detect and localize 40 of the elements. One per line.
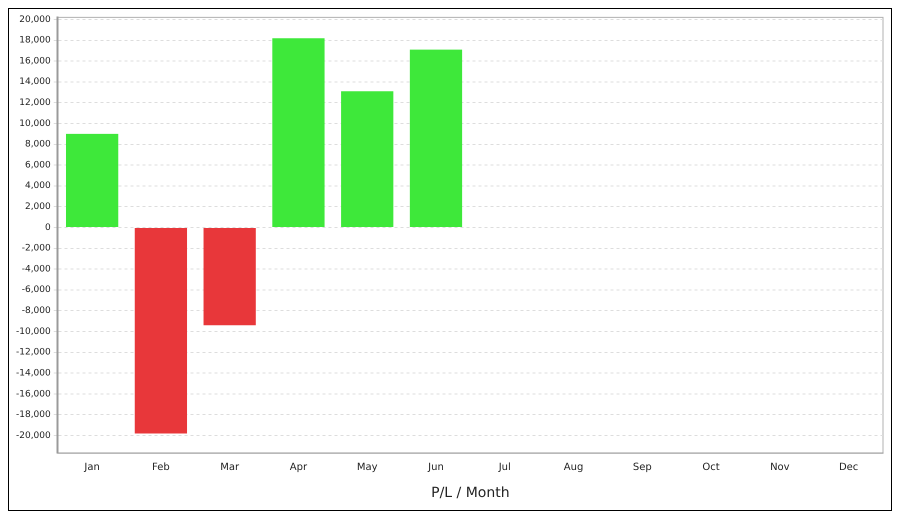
y-tick-label: -6,000 (22, 285, 52, 296)
y-tick-label: -8,000 (22, 306, 52, 316)
x-tick-label: May (356, 462, 378, 473)
bar (272, 38, 325, 227)
bar (410, 50, 462, 227)
y-tick-label: -2,000 (22, 244, 52, 254)
y-tick-label: -4,000 (22, 264, 52, 274)
x-tick-label: Oct (702, 462, 720, 473)
y-tick-label: -14,000 (16, 368, 51, 378)
y-tick-label: 6,000 (24, 160, 52, 170)
y-tick-label: 18,000 (19, 36, 52, 46)
y-tick-label: 4,000 (24, 181, 52, 192)
y-tick-label: 20,000 (19, 14, 52, 25)
x-tick-label: Mar (220, 462, 240, 473)
x-tick-label: Jan (83, 462, 100, 473)
y-tick-label: 14,000 (19, 77, 52, 88)
y-tick-label: 0 (45, 222, 52, 233)
y-tick-label: -18,000 (16, 410, 51, 420)
x-tick-label: Dec (838, 462, 858, 473)
y-tick-label: 10,000 (19, 118, 52, 129)
y-tick-label: -16,000 (16, 389, 51, 400)
bar (66, 134, 118, 227)
y-tick-label: 12,000 (19, 98, 52, 108)
y-tick-label: 8,000 (24, 140, 52, 150)
bar (204, 228, 256, 326)
y-tick-label: 16,000 (19, 56, 52, 66)
y-tick-label: -12,000 (16, 348, 51, 358)
x-tick-label: Sep (632, 462, 652, 473)
y-tick-label: -10,000 (16, 326, 51, 337)
x-tick-label: Jul (498, 462, 511, 473)
y-tick-label: -20,000 (16, 430, 51, 441)
x-axis-title: P/L / Month (431, 485, 510, 502)
y-tick-label: 2,000 (24, 202, 52, 212)
x-tick-label: Feb (152, 462, 170, 473)
x-tick-label: Aug (564, 462, 584, 473)
bar (341, 91, 394, 227)
x-tick-label: Apr (290, 462, 308, 473)
bar (134, 228, 188, 434)
x-tick-label: Nov (770, 462, 790, 473)
x-tick-label: Jun (427, 462, 444, 473)
